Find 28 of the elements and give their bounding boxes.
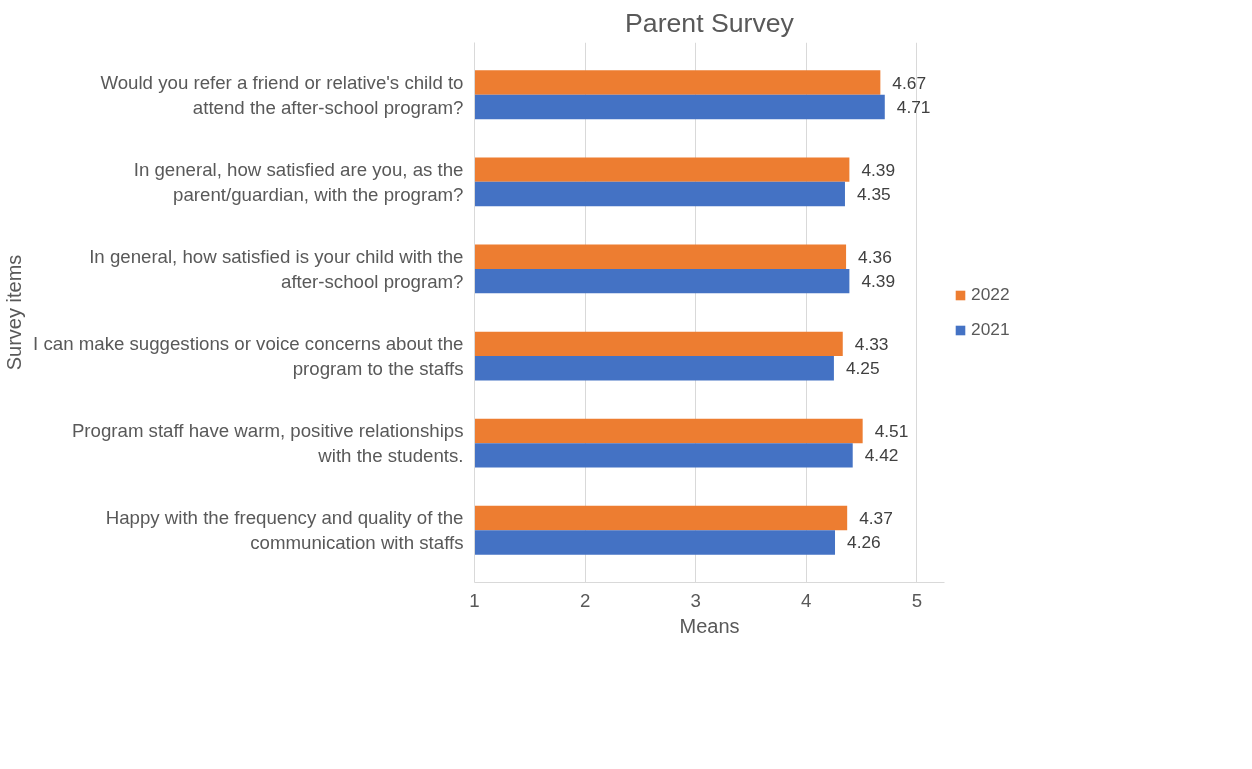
data-label: 4.51 (874, 420, 909, 441)
y-tick-label: Happy with the frequency and quality of the communication with staffs (105, 507, 464, 554)
x-tick-label: 3 (690, 589, 701, 611)
y-tick-label: Program staff have warm, positive relationships with the students. (71, 420, 464, 467)
x-tick-label: 4 (801, 589, 812, 611)
data-label: 4.26 (847, 532, 881, 553)
y-tick-label: In general, how satisfied is your child with the after-school program? (89, 245, 464, 293)
x-tick-label: 2 (579, 589, 591, 611)
data-label: 4.42 (864, 445, 899, 466)
y-tick-label: I can make suggestions or voice concerns about the program to the staffs (33, 332, 464, 380)
data-label: 4.35 (856, 184, 891, 205)
data-label: 4.36 (858, 246, 892, 267)
x-axis-title: Means (679, 614, 740, 637)
y-tick-label: Would you refer a friend or relative's child to attend the after-school program? (100, 71, 464, 118)
data-label: 4.33 (854, 333, 889, 354)
data-label: 4.67 (892, 72, 927, 93)
y-tick-label: In general, how satisfied are you, as the parent/guardian, with the program? (133, 158, 464, 205)
legend-label: 2021 (971, 319, 1010, 340)
data-label: 4.25 (845, 358, 880, 379)
data-label: 4.39 (861, 159, 896, 180)
data-label: 4.71 (896, 96, 931, 117)
y-axis-title: Survey items (3, 254, 26, 371)
chart-title: Parent Survey (625, 7, 795, 38)
x-tick-label: 5 (911, 589, 923, 611)
x-tick-label: 1 (469, 589, 480, 611)
legend-label: 2022 (971, 284, 1010, 305)
data-label: 4.39 (861, 271, 896, 292)
data-label: 4.37 (859, 508, 893, 529)
